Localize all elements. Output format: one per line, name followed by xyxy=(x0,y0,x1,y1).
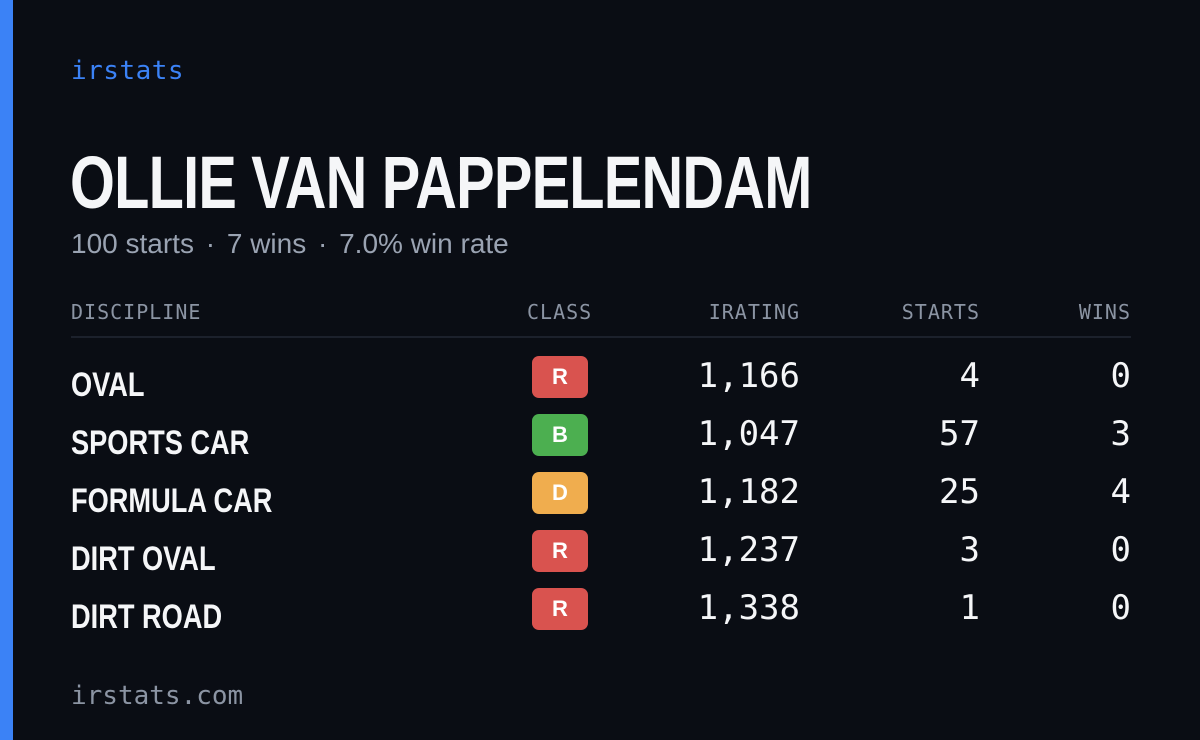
table-row: DIRT ROAD R 1,338 1 0 xyxy=(71,586,1131,644)
irating-value: 1,166 xyxy=(697,356,800,396)
wins-value: 4 xyxy=(1110,472,1131,512)
header-wins: WINS xyxy=(1078,300,1131,324)
class-badge: D xyxy=(532,472,588,514)
discipline-table: DISCIPLINE CLASS IRATING STARTS WINS OVA… xyxy=(71,296,1131,644)
table-row: DIRT OVAL R 1,237 3 0 xyxy=(71,528,1131,586)
irating-value: 1,338 xyxy=(697,588,800,628)
class-badge: R xyxy=(532,588,588,630)
irating-value: 1,047 xyxy=(697,414,800,454)
accent-bar xyxy=(0,0,13,740)
header-irating: IRATING xyxy=(708,300,800,324)
starts-value: 3 xyxy=(959,530,980,570)
table-row: FORMULA CAR D 1,182 25 4 xyxy=(71,470,1131,528)
wins-value: 0 xyxy=(1110,356,1131,396)
summary-separator: · xyxy=(318,228,328,259)
wins-value: 0 xyxy=(1110,530,1131,570)
starts-value: 57 xyxy=(939,414,980,454)
starts-value: 25 xyxy=(939,472,980,512)
summary-separator: · xyxy=(205,228,216,259)
table-row: SPORTS CAR B 1,047 57 3 xyxy=(71,412,1131,470)
brand-logo-text: irstats xyxy=(71,56,185,86)
table-header: DISCIPLINE CLASS IRATING STARTS WINS xyxy=(71,296,1131,338)
irating-value: 1,182 xyxy=(697,472,800,512)
table-body: OVAL R 1,166 4 0 SPORTS CAR B 1,047 57 3… xyxy=(71,354,1131,644)
starts-value: 1 xyxy=(959,588,980,628)
header-discipline: DISCIPLINE xyxy=(71,300,202,324)
discipline-name: DIRT OVAL xyxy=(71,540,216,578)
class-badge: B xyxy=(532,414,588,456)
wins-value: 0 xyxy=(1110,588,1131,628)
discipline-name: OVAL xyxy=(71,366,145,404)
class-badge: R xyxy=(532,530,588,572)
wins-summary: 7 wins xyxy=(226,228,307,259)
irating-value: 1,237 xyxy=(697,530,800,570)
table-row: OVAL R 1,166 4 0 xyxy=(71,354,1131,412)
discipline-name: SPORTS CAR xyxy=(71,424,250,462)
discipline-name: DIRT ROAD xyxy=(71,598,223,636)
win-rate-summary: 7.0% win rate xyxy=(339,228,509,259)
header-class: CLASS xyxy=(527,300,593,324)
wins-value: 3 xyxy=(1110,414,1131,454)
class-badge: R xyxy=(532,356,588,398)
player-name: OLLIE VAN PAPPELENDAM xyxy=(70,141,812,224)
header-starts: STARTS xyxy=(901,300,980,324)
discipline-name: FORMULA CAR xyxy=(71,482,273,520)
footer-url: irstats.com xyxy=(71,681,244,711)
player-summary: 100 starts · 7 wins · 7.0% win rate xyxy=(71,228,509,260)
starts-summary: 100 starts xyxy=(71,228,194,259)
starts-value: 4 xyxy=(959,356,980,396)
